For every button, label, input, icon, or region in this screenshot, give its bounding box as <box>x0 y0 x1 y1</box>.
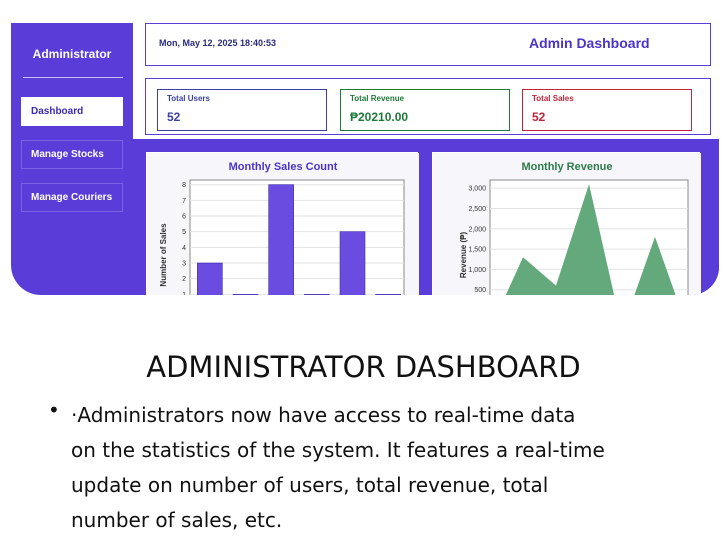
revenue-area <box>505 184 676 295</box>
caption-line: on the statistics of the system. It feat… <box>71 438 605 462</box>
stats-panel: Total Users 52 Total Revenue ₱20210.00 T… <box>145 78 711 135</box>
y-tick-label: 8 <box>182 182 186 189</box>
monthly-revenue-chart: Monthly Revenue 500 1,000 1,500 2,000 2,500 3,… <box>433 153 701 295</box>
stat-card-total-sales: Total Sales 52 <box>522 89 692 131</box>
sidebar: Administrator Dashboard Manage Stocks Ma… <box>11 23 133 295</box>
caption-line: number of sales, etc. <box>71 508 283 532</box>
bar <box>304 294 330 295</box>
bar <box>232 294 259 295</box>
bullet-marker: • <box>48 398 60 422</box>
y-tick-label: 500 <box>474 287 486 294</box>
stat-card-total-revenue: Total Revenue ₱20210.00 <box>340 89 510 131</box>
y-tick-label: 3,000 <box>468 186 486 193</box>
sidebar-item-manage-couriers[interactable]: Manage Couriers <box>21 183 123 212</box>
caption-line: ·Administrators now have access to real-… <box>71 403 576 427</box>
y-tick-label: 1,500 <box>468 247 486 254</box>
page-title: Admin Dashboard <box>529 35 650 51</box>
y-tick-label: 7 <box>182 198 186 205</box>
stat-value: 52 <box>532 110 546 124</box>
sidebar-divider <box>23 77 123 78</box>
y-tick-label: 2 <box>182 276 186 283</box>
bar <box>197 262 223 295</box>
stat-value: ₱20210.00 <box>350 110 409 124</box>
sidebar-item-dashboard[interactable]: Dashboard <box>21 97 123 126</box>
caption-heading: ADMINISTRATOR DASHBOARD <box>146 350 581 384</box>
monthly-sales-chart-card: Monthly Sales Count 1 2 3 4 5 6 7 8 Number of Sal… <box>145 151 419 295</box>
caption-body: ·Administrators now have access to real-… <box>71 398 721 538</box>
datetime-display: Mon, May 12, 2025 18:40:53 <box>159 38 277 48</box>
y-tick-label: 6 <box>182 214 186 221</box>
stat-card-total-users: Total Users 52 <box>157 89 327 131</box>
y-axis-label: Number of Sales <box>159 223 168 287</box>
chart-title: Monthly Sales Count <box>229 161 338 173</box>
bar <box>375 294 401 295</box>
bar <box>268 184 294 295</box>
stat-value: 52 <box>167 110 181 124</box>
header-bar: Mon, May 12, 2025 18:40:53 Admin Dashboa… <box>145 23 711 66</box>
y-tick-label: 1 <box>182 292 186 295</box>
monthly-revenue-chart-card: Monthly Revenue 500 1,000 1,500 2,000 2,500 3,… <box>431 151 701 295</box>
sidebar-item-manage-stocks[interactable]: Manage Stocks <box>21 140 123 169</box>
y-tick-label: 1,000 <box>468 267 486 274</box>
y-tick-label: 3 <box>182 261 186 268</box>
stat-label: Total Users <box>167 94 210 103</box>
caption-line: update on number of users, total revenue… <box>71 473 549 497</box>
bar <box>339 231 366 295</box>
stat-label: Total Sales <box>532 94 574 103</box>
y-tick-label: 5 <box>182 229 186 236</box>
y-tick-label: 4 <box>182 245 186 252</box>
y-tick-label: 2,000 <box>468 226 486 233</box>
sidebar-title: Administrator <box>32 47 112 61</box>
dashboard-screenshot: Administrator Dashboard Manage Stocks Ma… <box>11 11 719 295</box>
chart-title: Monthly Revenue <box>521 161 612 173</box>
plot-area <box>189 179 405 295</box>
y-tick-label: 2,500 <box>468 206 486 213</box>
monthly-sales-chart: Monthly Sales Count 1 2 3 4 5 6 7 8 Number of Sal… <box>147 153 419 295</box>
stat-label: Total Revenue <box>350 94 405 103</box>
y-axis-label: Revenue (₱) <box>459 232 468 279</box>
